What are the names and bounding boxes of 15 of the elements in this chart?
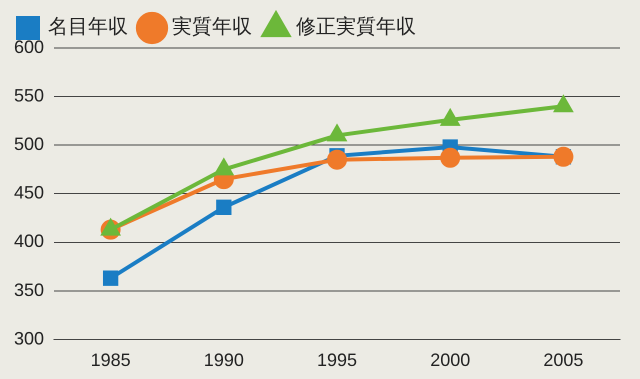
x-tick-label: 2000 [430,350,470,370]
y-tick-label: 300 [14,328,44,348]
x-tick-label: 1985 [90,350,131,370]
y-tick-label: 600 [14,36,44,57]
y-tick-label: 500 [14,134,44,154]
y-tick-label: 550 [14,86,44,106]
legend-label: 修正実質年収 [296,14,416,38]
y-tick-label: 350 [14,280,44,300]
x-tick-label: 1990 [204,350,244,370]
legend-label: 名目年収 [48,14,128,38]
x-tick-label: 1995 [316,350,358,370]
y-tick-label: 400 [14,231,44,252]
x-tick-label: 2005 [543,350,584,370]
y-tick-label: 450 [14,182,44,203]
legend-label: 実質年収 [172,14,252,38]
